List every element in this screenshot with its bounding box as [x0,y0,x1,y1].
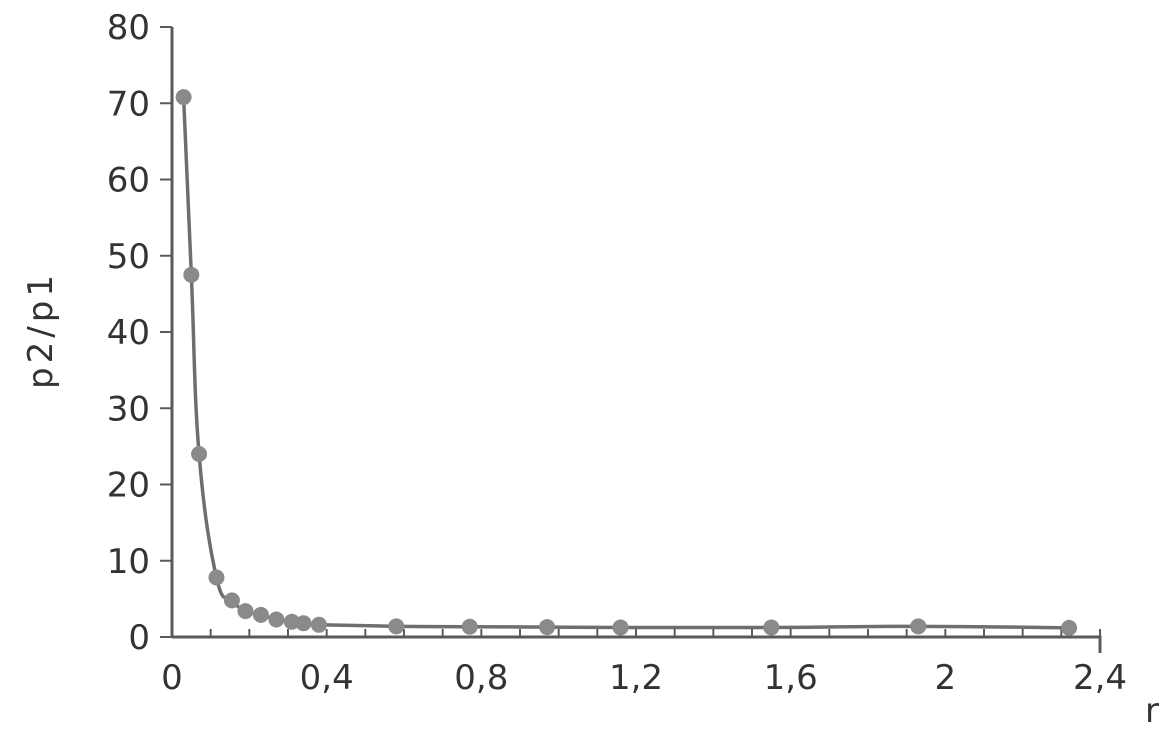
y-tick-label: 10 [107,542,150,582]
series-line [181,97,1070,630]
x-tick-label: 2 [935,658,957,698]
data-point [763,619,780,636]
x-tick-label: 0 [161,658,183,698]
y-tick-label: 20 [107,466,150,506]
x-tick-label: 0,4 [300,658,354,698]
data-point [208,569,225,586]
x-axis-title: r [1145,691,1159,730]
data-point [295,615,312,632]
x-tick-label: 1,2 [609,658,663,698]
data-point [223,592,240,609]
data-point [310,616,327,633]
y-tick-label: 70 [107,84,150,124]
data-point [252,606,269,623]
y-tick-label: 30 [107,389,150,429]
data-point [183,266,200,283]
data-point [910,618,927,635]
data-point [268,611,285,628]
y-tick-label: 60 [107,161,150,201]
data-point [237,603,254,620]
data-point [175,89,192,106]
y-tick-label: 0 [128,618,150,658]
y-tick-label: 50 [107,237,150,277]
data-point [539,619,556,636]
x-tick-label: 2,4 [1073,658,1127,698]
ticks-layer [160,26,1101,638]
x-tick-label: 0,8 [454,658,508,698]
x-tick-label: 1,6 [764,658,818,698]
y-axis-title: p2/p1 [21,271,61,389]
y-tick-label: 80 [107,8,150,48]
x-axis [172,635,1102,653]
y-tick-label: 40 [107,313,150,353]
data-point [191,446,208,462]
data-point [388,618,405,635]
data-point [612,619,629,636]
tick-labels-layer: 0 0,4 0,8 1,2 1,6 2 2,4 0 10 20 30 40 50 60 70 80 [107,8,1127,698]
data-point [461,618,478,635]
points-layer [175,89,1078,636]
data-point [1061,619,1078,636]
